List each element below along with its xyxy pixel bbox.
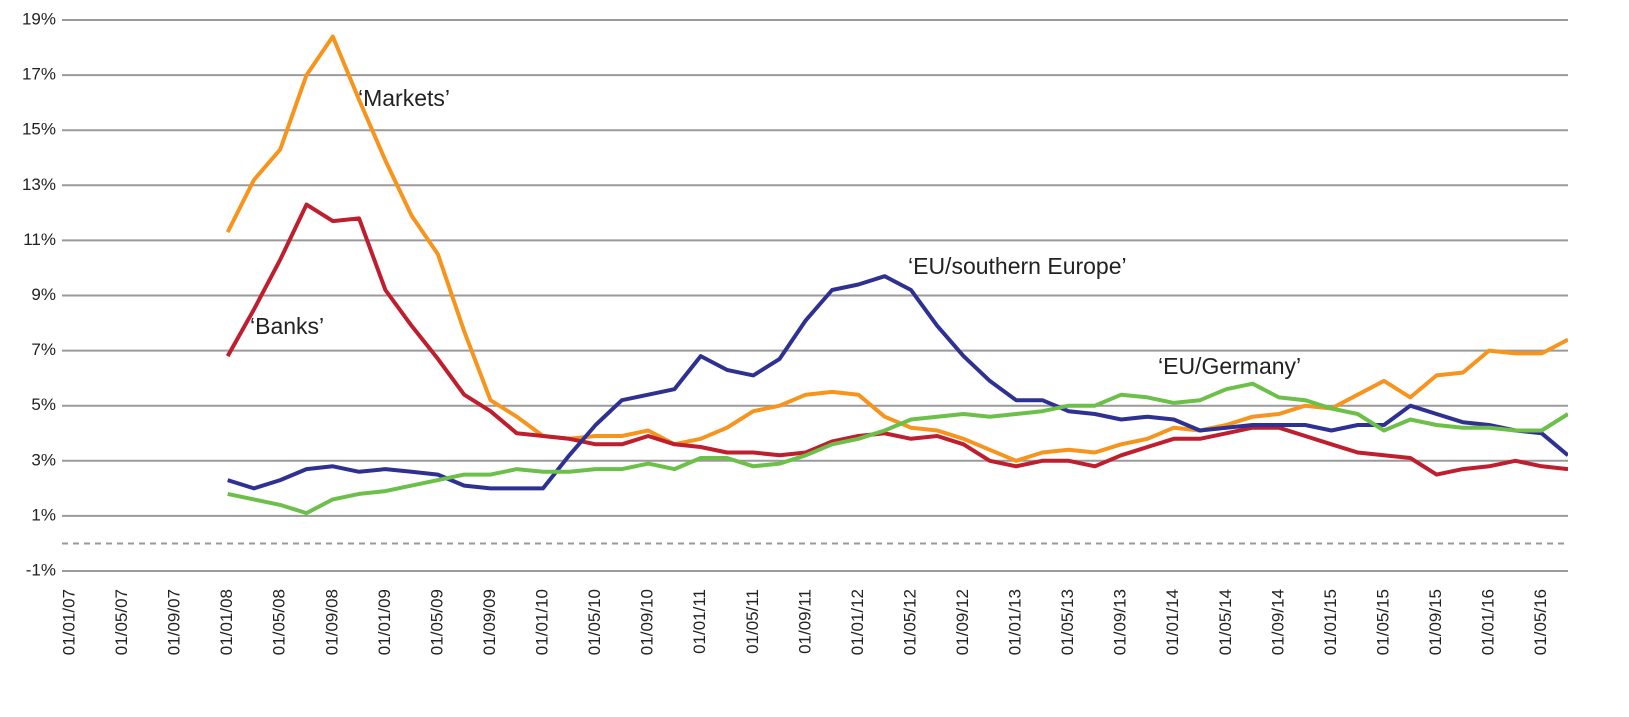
x-tick-label: 01/05/09 bbox=[427, 589, 446, 655]
x-tick-label: 01/05/10 bbox=[585, 589, 604, 655]
x-tick-label: 01/01/09 bbox=[375, 589, 394, 655]
x-tick-label: 01/09/08 bbox=[322, 589, 341, 655]
x-tick-label: 01/01/16 bbox=[1479, 589, 1498, 655]
x-tick-label: 01/05/11 bbox=[743, 589, 762, 654]
x-tick-label: 01/01/10 bbox=[533, 589, 552, 655]
x-tick-label: 01/01/15 bbox=[1321, 589, 1340, 655]
x-tick-label: 01/05/13 bbox=[1058, 589, 1077, 655]
x-tick-label: 01/09/07 bbox=[165, 589, 184, 655]
y-tick-label: 9% bbox=[31, 285, 56, 304]
y-tick-label: -1% bbox=[26, 560, 56, 579]
y-tick-label: 15% bbox=[22, 120, 56, 139]
x-tick-label: 01/01/12 bbox=[848, 589, 867, 655]
series-line bbox=[225, 202, 1568, 477]
y-tick-label: 11% bbox=[23, 230, 56, 249]
x-tick-label: 01/01/14 bbox=[1163, 589, 1182, 655]
x-tick-label: 01/09/11 bbox=[795, 589, 814, 654]
y-tick-label: 7% bbox=[31, 340, 56, 359]
series-line bbox=[227, 381, 1568, 516]
series-annotation: ‘EU/southern Europe’ bbox=[908, 253, 1127, 279]
x-tick-label: 01/09/15 bbox=[1426, 589, 1445, 655]
y-tick-label: 17% bbox=[22, 65, 56, 84]
x-tick-label: 01/09/10 bbox=[638, 589, 657, 655]
series-line bbox=[225, 34, 1568, 463]
x-tick-label: 01/01/11 bbox=[690, 589, 709, 654]
x-tick-label: 01/05/16 bbox=[1531, 589, 1550, 655]
x-tick-label: 01/05/08 bbox=[270, 589, 289, 655]
series-line bbox=[227, 274, 1568, 491]
y-tick-label: 5% bbox=[31, 395, 56, 414]
y-tick-label: 13% bbox=[22, 175, 56, 194]
y-tick-label: 3% bbox=[31, 450, 56, 469]
x-tick-label: 01/01/07 bbox=[59, 589, 78, 655]
x-tick-label: 01/09/09 bbox=[480, 589, 499, 655]
series-annotation: ‘Banks’ bbox=[250, 313, 324, 339]
x-tick-label: 01/09/13 bbox=[1111, 589, 1130, 655]
x-tick-label: 01/09/12 bbox=[953, 589, 972, 655]
y-tick-label: 19% bbox=[22, 9, 56, 28]
series-annotation: ‘EU/Germany’ bbox=[1158, 353, 1301, 379]
x-tick-label: 01/01/08 bbox=[217, 589, 236, 655]
plot-area bbox=[225, 34, 1568, 516]
x-tick-label: 01/09/14 bbox=[1268, 589, 1287, 655]
series-annotation: ‘Markets’ bbox=[358, 85, 450, 111]
x-tick-label: 01/05/12 bbox=[900, 589, 919, 655]
x-tick-label: 01/05/15 bbox=[1373, 589, 1392, 655]
x-tick-label: 01/05/07 bbox=[112, 589, 131, 655]
x-tick-label: 01/01/13 bbox=[1006, 589, 1025, 655]
x-tick-label: 01/05/14 bbox=[1216, 589, 1235, 655]
y-tick-label: 1% bbox=[31, 505, 56, 524]
